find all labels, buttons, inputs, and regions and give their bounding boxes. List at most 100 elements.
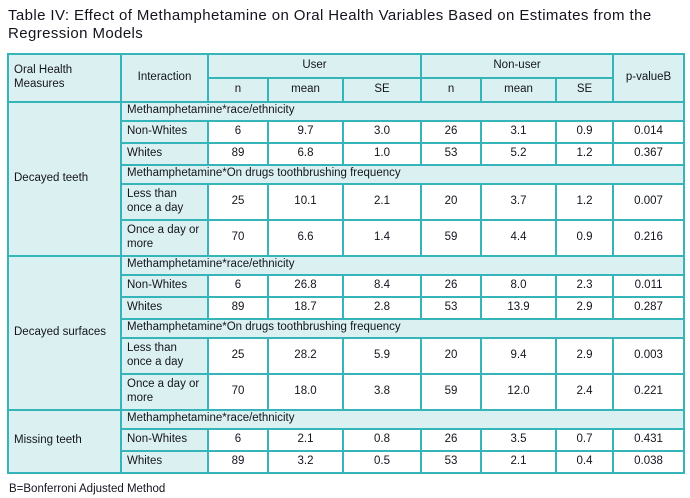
nonuser-se-cell: 0.9 xyxy=(555,218,615,257)
nonuser-se-cell: 0.9 xyxy=(555,119,615,144)
nonuser-mean-cell: 2.1 xyxy=(480,449,558,474)
nonuser-mean-cell: 5.2 xyxy=(480,141,558,166)
nonuser-mean-cell: 9.4 xyxy=(480,336,558,375)
header-p-value: p-valueB xyxy=(612,52,686,103)
row-label-cell: Whites xyxy=(120,141,209,166)
nonuser-n-cell: 20 xyxy=(420,336,483,375)
row-label-cell: Whites xyxy=(120,295,209,320)
user-se-cell: 1.0 xyxy=(341,141,423,166)
nonuser-se-cell: 2.3 xyxy=(555,273,615,298)
header-nonuser-se: SE xyxy=(555,76,615,103)
nonuser-n-cell: 59 xyxy=(420,372,483,411)
header-user-mean: mean xyxy=(267,76,344,103)
user-se-cell: 1.4 xyxy=(341,218,423,257)
p-value-cell: 0.367 xyxy=(612,141,686,166)
interaction-span-row: Methamphetamine*race/ethnicity xyxy=(119,100,686,122)
nonuser-mean-cell: 13.9 xyxy=(480,295,558,320)
row-label-cell: Less than once a day xyxy=(120,182,209,221)
user-mean-cell: 6.6 xyxy=(267,218,344,257)
interaction-span-row: Methamphetamine*race/ethnicity xyxy=(119,254,686,276)
measure-cell: Missing teeth xyxy=(7,408,122,474)
user-n-cell: 89 xyxy=(207,295,269,320)
p-value-cell: 0.007 xyxy=(612,182,686,221)
nonuser-se-cell: 0.7 xyxy=(555,427,615,452)
p-value-cell: 0.003 xyxy=(612,336,686,375)
user-se-cell: 3.8 xyxy=(341,372,423,411)
p-value-cell: 0.014 xyxy=(612,119,686,144)
nonuser-se-cell: 1.2 xyxy=(555,182,615,221)
nonuser-n-cell: 26 xyxy=(420,119,483,144)
user-mean-cell: 10.1 xyxy=(267,182,344,221)
measure-cell: Decayed surfaces xyxy=(7,254,122,411)
header-oral-health-measures: Oral Health Measures xyxy=(7,52,122,103)
user-se-cell: 3.0 xyxy=(341,119,423,144)
header-nonuser-group: Non-user xyxy=(420,52,615,79)
user-se-cell: 8.4 xyxy=(341,273,423,298)
nonuser-se-cell: 1.2 xyxy=(555,141,615,166)
p-value-cell: 0.287 xyxy=(612,295,686,320)
user-mean-cell: 28.2 xyxy=(267,336,344,375)
measure-cell: Decayed teeth xyxy=(7,100,122,257)
page-title: Table IV: Effect of Methamphetamine on O… xyxy=(8,7,652,43)
nonuser-mean-cell: 8.0 xyxy=(480,273,558,298)
user-mean-cell: 2.1 xyxy=(267,427,344,452)
footnote-bonferroni: B=Bonferroni Adjusted Method xyxy=(9,482,166,495)
p-value-cell: 0.038 xyxy=(612,449,686,474)
table-footnotes: B=Bonferroni Adjusted Method Means and S… xyxy=(9,481,683,498)
user-n-cell: 70 xyxy=(207,218,269,257)
nonuser-se-cell: 2.9 xyxy=(555,336,615,375)
row-label-cell: Non-Whites xyxy=(120,119,209,144)
p-value-cell: 0.216 xyxy=(612,218,686,257)
nonuser-mean-cell: 3.7 xyxy=(480,182,558,221)
user-mean-cell: 26.8 xyxy=(267,273,344,298)
user-se-cell: 5.9 xyxy=(341,336,423,375)
nonuser-n-cell: 26 xyxy=(420,273,483,298)
header-user-se: SE xyxy=(341,76,423,103)
nonuser-mean-cell: 3.5 xyxy=(480,427,558,452)
nonuser-se-cell: 0.4 xyxy=(555,449,615,474)
user-mean-cell: 18.0 xyxy=(267,372,344,411)
user-mean-cell: 9.7 xyxy=(267,119,344,144)
p-value-cell: 0.011 xyxy=(612,273,686,298)
user-se-cell: 0.8 xyxy=(341,427,423,452)
row-label-cell: Once a day or more xyxy=(120,372,209,411)
row-label-cell: Less than once a day xyxy=(120,336,209,375)
user-n-cell: 6 xyxy=(207,119,269,144)
user-n-cell: 6 xyxy=(207,427,269,452)
header-user-n: n xyxy=(207,76,269,103)
header-interaction: Interaction xyxy=(120,52,209,103)
row-label-cell: Non-Whites xyxy=(120,273,209,298)
row-label-cell: Once a day or more xyxy=(120,218,209,257)
user-se-cell: 0.5 xyxy=(341,449,423,474)
user-n-cell: 6 xyxy=(207,273,269,298)
row-label-cell: Non-Whites xyxy=(120,427,209,452)
nonuser-mean-cell: 12.0 xyxy=(480,372,558,411)
user-n-cell: 89 xyxy=(207,141,269,166)
header-nonuser-mean: mean xyxy=(480,76,558,103)
row-label-cell: Whites xyxy=(120,449,209,474)
nonuser-n-cell: 26 xyxy=(420,427,483,452)
header-nonuser-n: n xyxy=(420,76,483,103)
interaction-span-row: Methamphetamine*On drugs toothbrushing f… xyxy=(119,163,686,185)
nonuser-n-cell: 53 xyxy=(420,449,483,474)
user-se-cell: 2.8 xyxy=(341,295,423,320)
user-mean-cell: 18.7 xyxy=(267,295,344,320)
nonuser-n-cell: 53 xyxy=(420,295,483,320)
user-mean-cell: 6.8 xyxy=(267,141,344,166)
p-value-cell: 0.221 xyxy=(612,372,686,411)
interaction-span-row: Methamphetamine*On drugs toothbrushing f… xyxy=(119,317,686,339)
nonuser-mean-cell: 3.1 xyxy=(480,119,558,144)
interaction-span-row: Methamphetamine*race/ethnicity xyxy=(119,408,686,430)
nonuser-n-cell: 20 xyxy=(420,182,483,221)
nonuser-mean-cell: 4.4 xyxy=(480,218,558,257)
user-n-cell: 25 xyxy=(207,336,269,375)
user-se-cell: 2.1 xyxy=(341,182,423,221)
p-value-cell: 0.431 xyxy=(612,427,686,452)
nonuser-se-cell: 2.4 xyxy=(555,372,615,411)
nonuser-se-cell: 2.9 xyxy=(555,295,615,320)
nonuser-n-cell: 59 xyxy=(420,218,483,257)
user-mean-cell: 3.2 xyxy=(267,449,344,474)
nonuser-n-cell: 53 xyxy=(420,141,483,166)
user-n-cell: 89 xyxy=(207,449,269,474)
